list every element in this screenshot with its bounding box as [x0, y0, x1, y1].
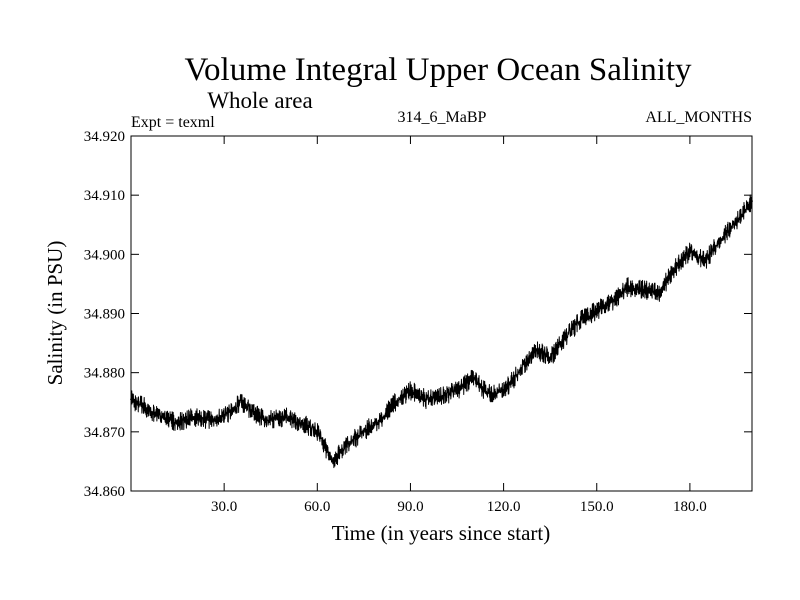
data-point: [580, 318, 583, 321]
data-point: [595, 309, 598, 312]
plot-frame: [130, 135, 753, 492]
data-point: [394, 401, 396, 404]
data-point: [689, 250, 691, 253]
data-point: [704, 259, 707, 262]
x-axis-label: Time (in years since start): [332, 521, 551, 545]
data-point: [223, 416, 226, 418]
data-point: [440, 395, 443, 398]
data-point: [331, 460, 334, 463]
data-point: [611, 300, 614, 303]
data-point: [471, 377, 474, 380]
data-point: [673, 268, 676, 271]
x-tick-label: 150.0: [580, 499, 614, 515]
y-tick-label: 34.880: [84, 366, 125, 382]
data-point: [657, 291, 660, 294]
data-point: [626, 285, 629, 288]
data-point: [269, 419, 272, 421]
data-point: [378, 419, 381, 421]
y-tick-label: 34.900: [84, 247, 125, 263]
y-tick-label: 34.910: [84, 188, 125, 204]
experiment-label: Expt = texml: [131, 114, 215, 131]
x-tick-label: 30.0: [211, 499, 237, 515]
run-id-label: 314_6_MaBP: [398, 109, 487, 126]
x-tick-label: 90.0: [397, 499, 423, 515]
data-point: [735, 220, 738, 223]
data-point: [409, 389, 412, 392]
data-point: [456, 389, 458, 392]
x-tick-label: 60.0: [304, 499, 330, 515]
x-axis: 30.0 60.0 90.0 120.0 150.0 180.0: [211, 136, 707, 515]
data-point: [285, 416, 288, 418]
data-point: [751, 200, 753, 202]
y-axis: 34.860 34.870 34.880 34.890 34.900 34.910 34.9…: [84, 129, 752, 500]
data-point: [549, 356, 552, 359]
y-tick-label: 34.860: [84, 484, 125, 500]
data-point: [642, 288, 645, 291]
data-point: [362, 430, 365, 433]
series-layer: [130, 194, 753, 469]
data-point: [518, 371, 521, 374]
data-point: [145, 407, 148, 410]
chart-subtitle: Whole area: [207, 88, 312, 113]
data-point: [130, 398, 132, 401]
x-tick-label: 180.0: [673, 499, 707, 515]
data-point: [254, 413, 257, 415]
data-point: [564, 336, 567, 339]
x-tick-label: 120.0: [487, 499, 521, 515]
data-point: [487, 392, 489, 395]
data-point: [161, 416, 163, 418]
y-axis-label: Salinity (in PSU): [43, 241, 67, 386]
months-label: ALL_MONTHS: [645, 109, 752, 126]
data-point: [347, 442, 350, 445]
data-point: [316, 430, 319, 433]
salinity-line: [130, 194, 753, 469]
y-tick-label: 34.920: [84, 129, 125, 145]
data-point: [192, 416, 195, 418]
data-point: [533, 348, 536, 350]
y-tick-label: 34.890: [84, 307, 125, 323]
data-point: [300, 422, 303, 424]
data-point: [720, 238, 722, 241]
data-point: [207, 419, 210, 421]
y-tick-label: 34.870: [84, 425, 125, 441]
data-point: [502, 389, 505, 392]
data-point: [176, 422, 179, 424]
data-point: [238, 401, 241, 404]
data-point: [425, 398, 427, 401]
chart-title: Volume Integral Upper Ocean Salinity: [184, 52, 692, 88]
